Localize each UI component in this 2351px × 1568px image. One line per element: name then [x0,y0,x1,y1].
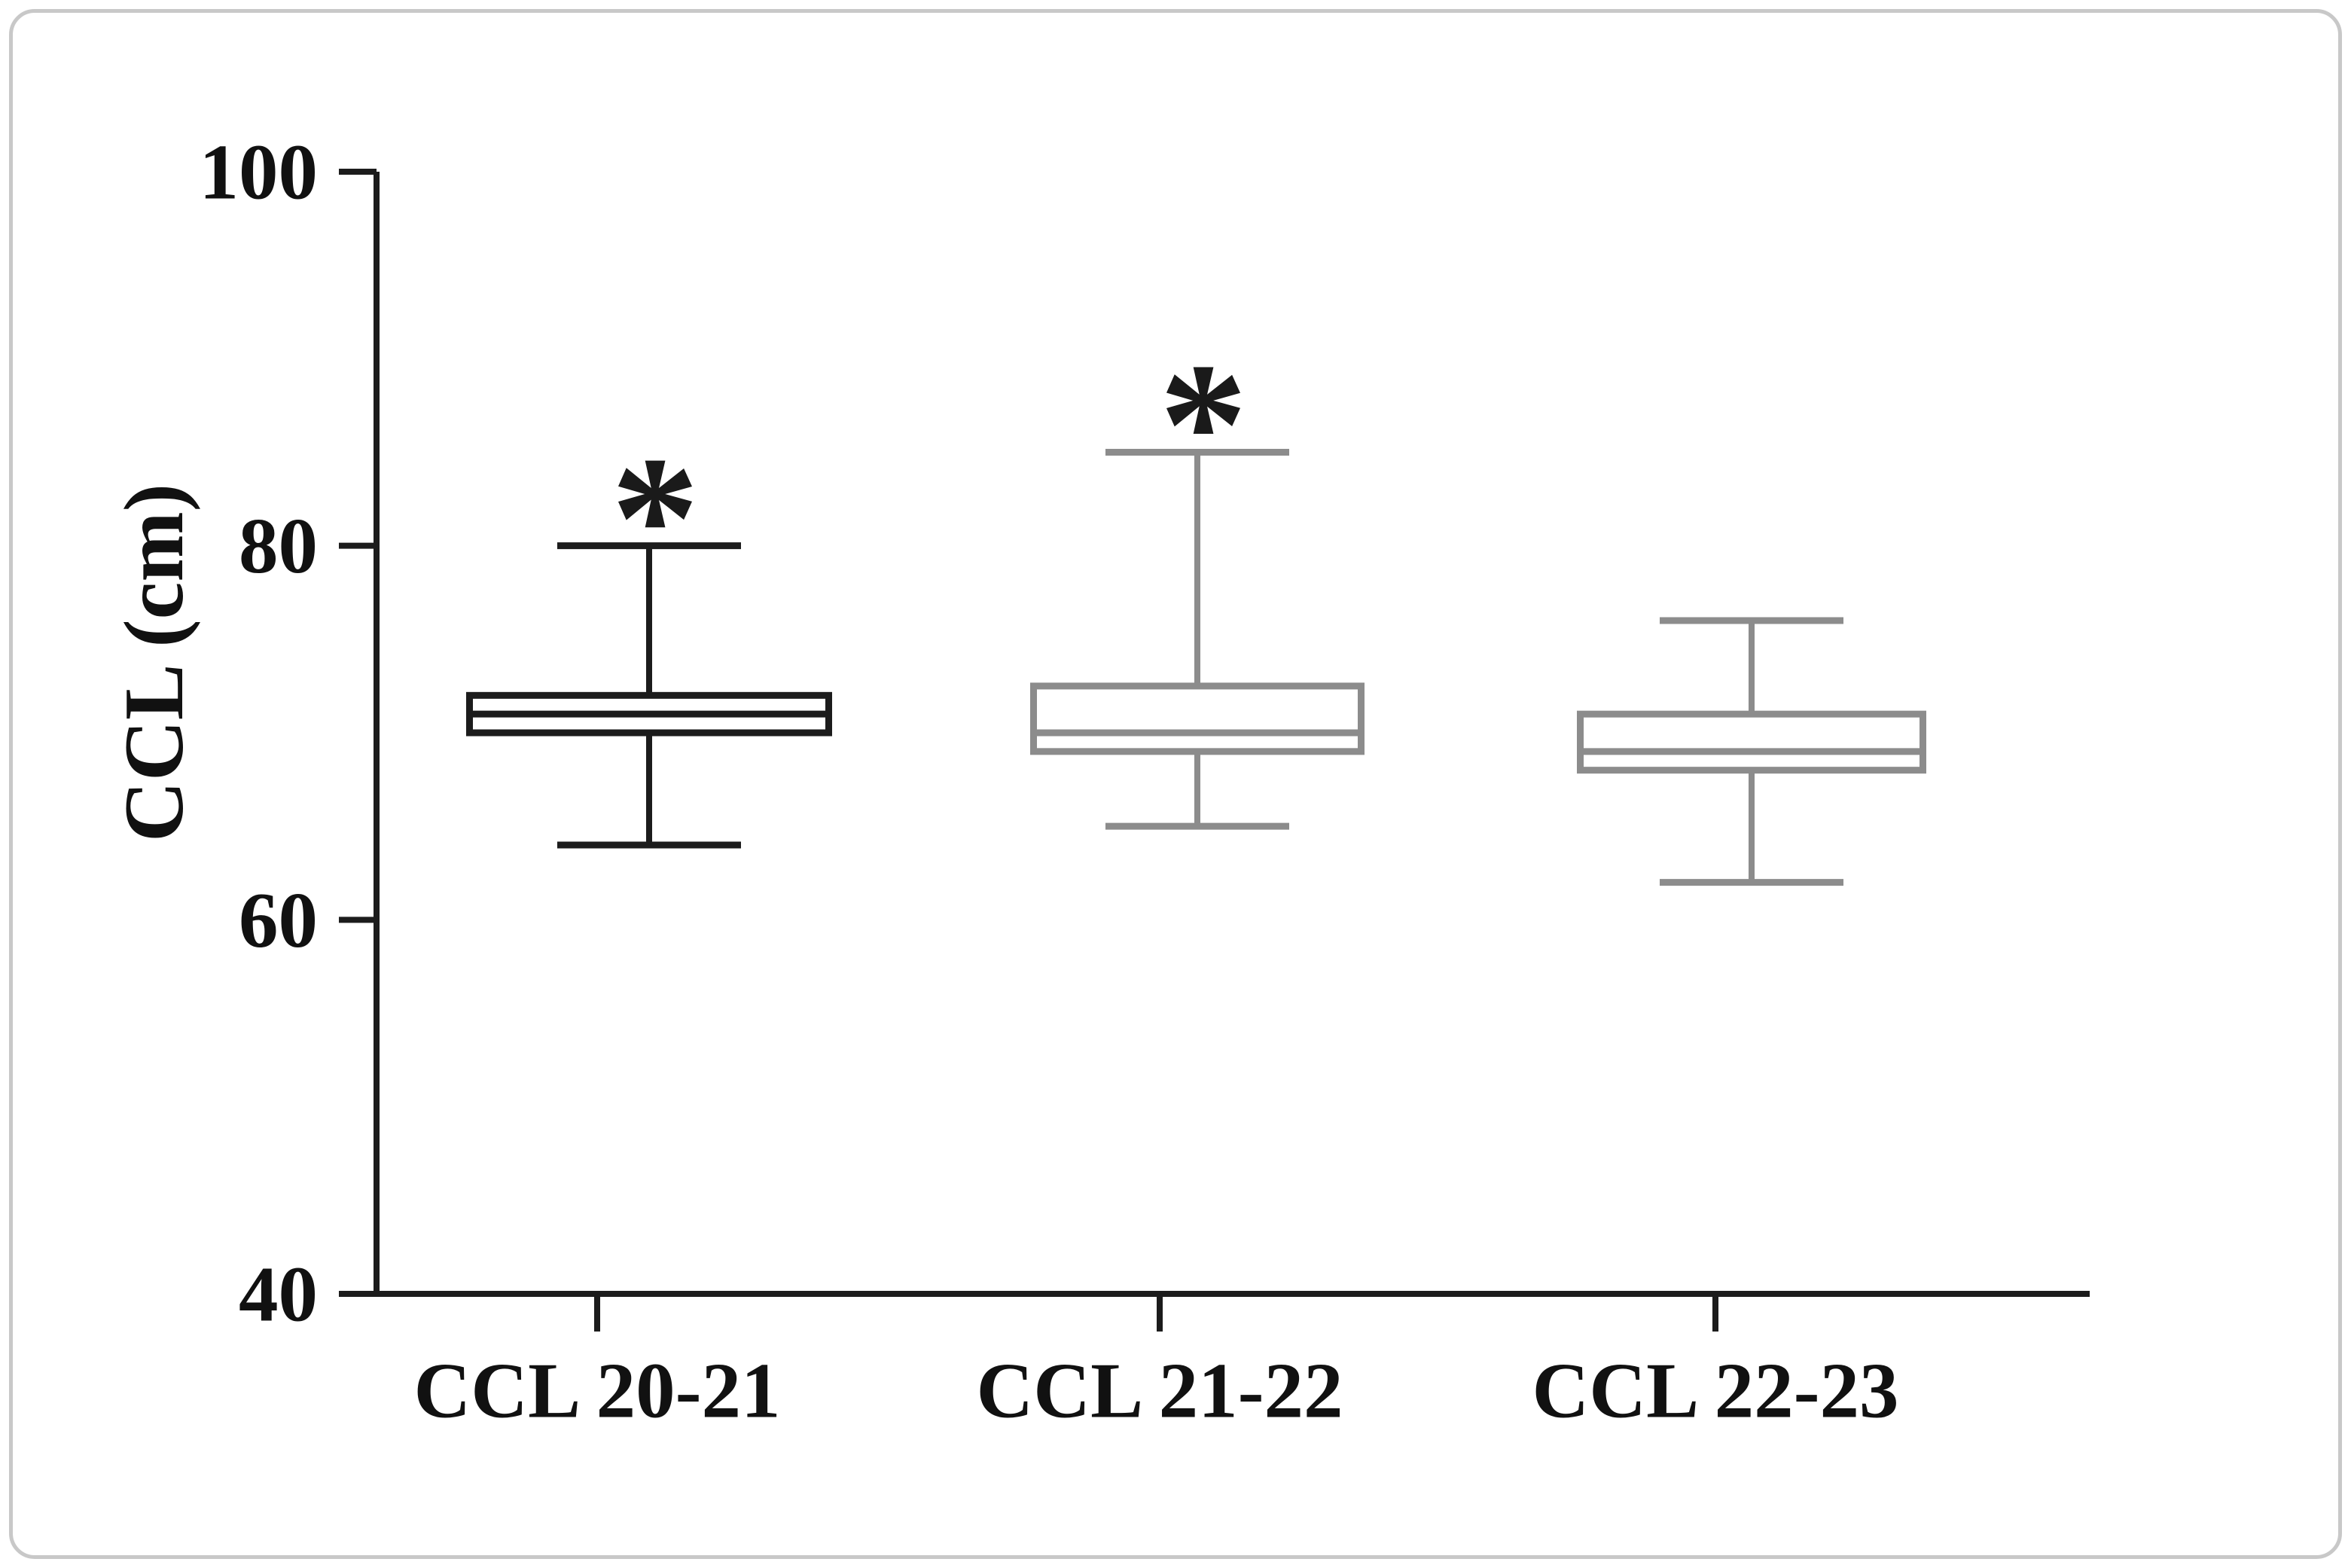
x-category-label: CCL 20-21 [413,1347,780,1435]
iqr-box [1577,710,1926,774]
significance-asterisk: * [611,420,700,616]
y-tick-label: 40 [239,1250,318,1338]
y-tick-label: 100 [200,128,319,216]
y-tick-label: 60 [239,876,318,964]
x-category-label: CCL 22-23 [1532,1347,1898,1435]
x-category-label: CCL 21-22 [976,1347,1343,1435]
y-axis-title: CCL (cm) [108,484,201,842]
iqr-box [1030,682,1365,755]
box-group-ccl-20-21: * [466,420,832,849]
significance-asterisk: * [1159,327,1248,523]
y-tick-label: 80 [239,502,318,590]
box-group-ccl-22-23 [1577,617,1926,886]
box-group-ccl-21-22: * [1030,327,1365,830]
